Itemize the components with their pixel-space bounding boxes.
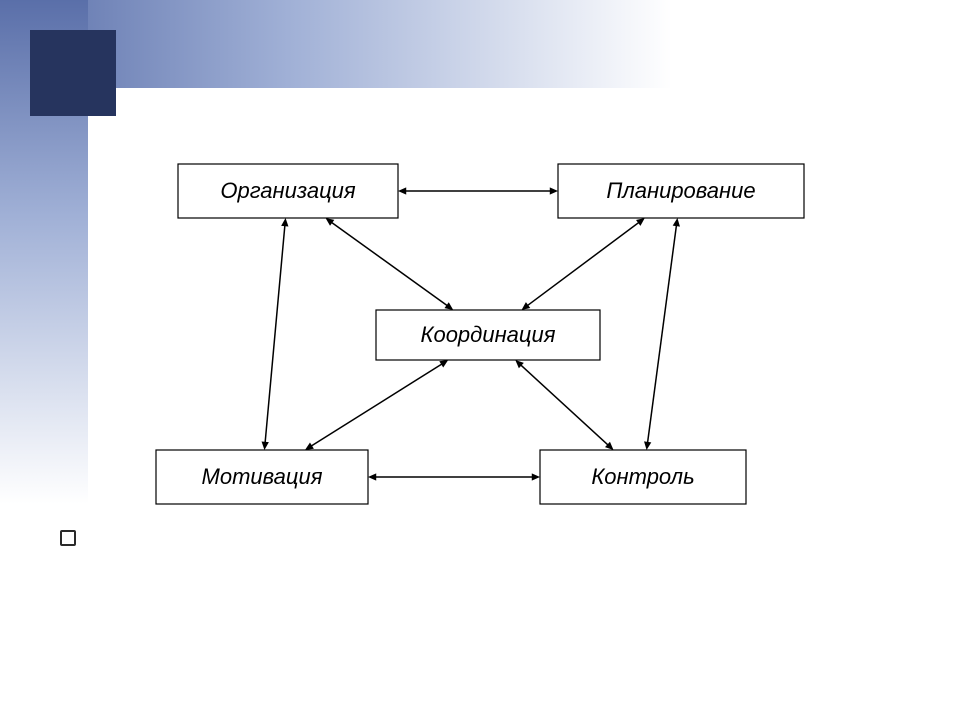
node-motiv: Мотивация — [156, 450, 368, 504]
edge-motiv-contr — [368, 473, 540, 480]
node-plan: Планирование — [558, 164, 804, 218]
node-coord: Координация — [376, 310, 600, 360]
node-plan-label: Планирование — [606, 178, 755, 203]
edge-org-motiv — [262, 218, 289, 450]
edge-org-plan — [398, 187, 558, 194]
node-org: Организация — [178, 164, 398, 218]
node-contr: Контроль — [540, 450, 746, 504]
edge-org-coord — [326, 218, 454, 310]
node-coord-label: Координация — [421, 322, 556, 347]
node-motiv-label: Мотивация — [202, 464, 323, 489]
management-functions-diagram: Организация Планирование Координация Мотива… — [0, 0, 960, 720]
node-org-label: Организация — [220, 178, 356, 203]
edge-coord-contr — [515, 360, 613, 450]
edge-coord-motiv — [305, 360, 448, 450]
edge-plan-contr — [644, 218, 680, 450]
node-contr-label: Контроль — [591, 464, 694, 489]
edge-plan-coord — [522, 218, 645, 310]
